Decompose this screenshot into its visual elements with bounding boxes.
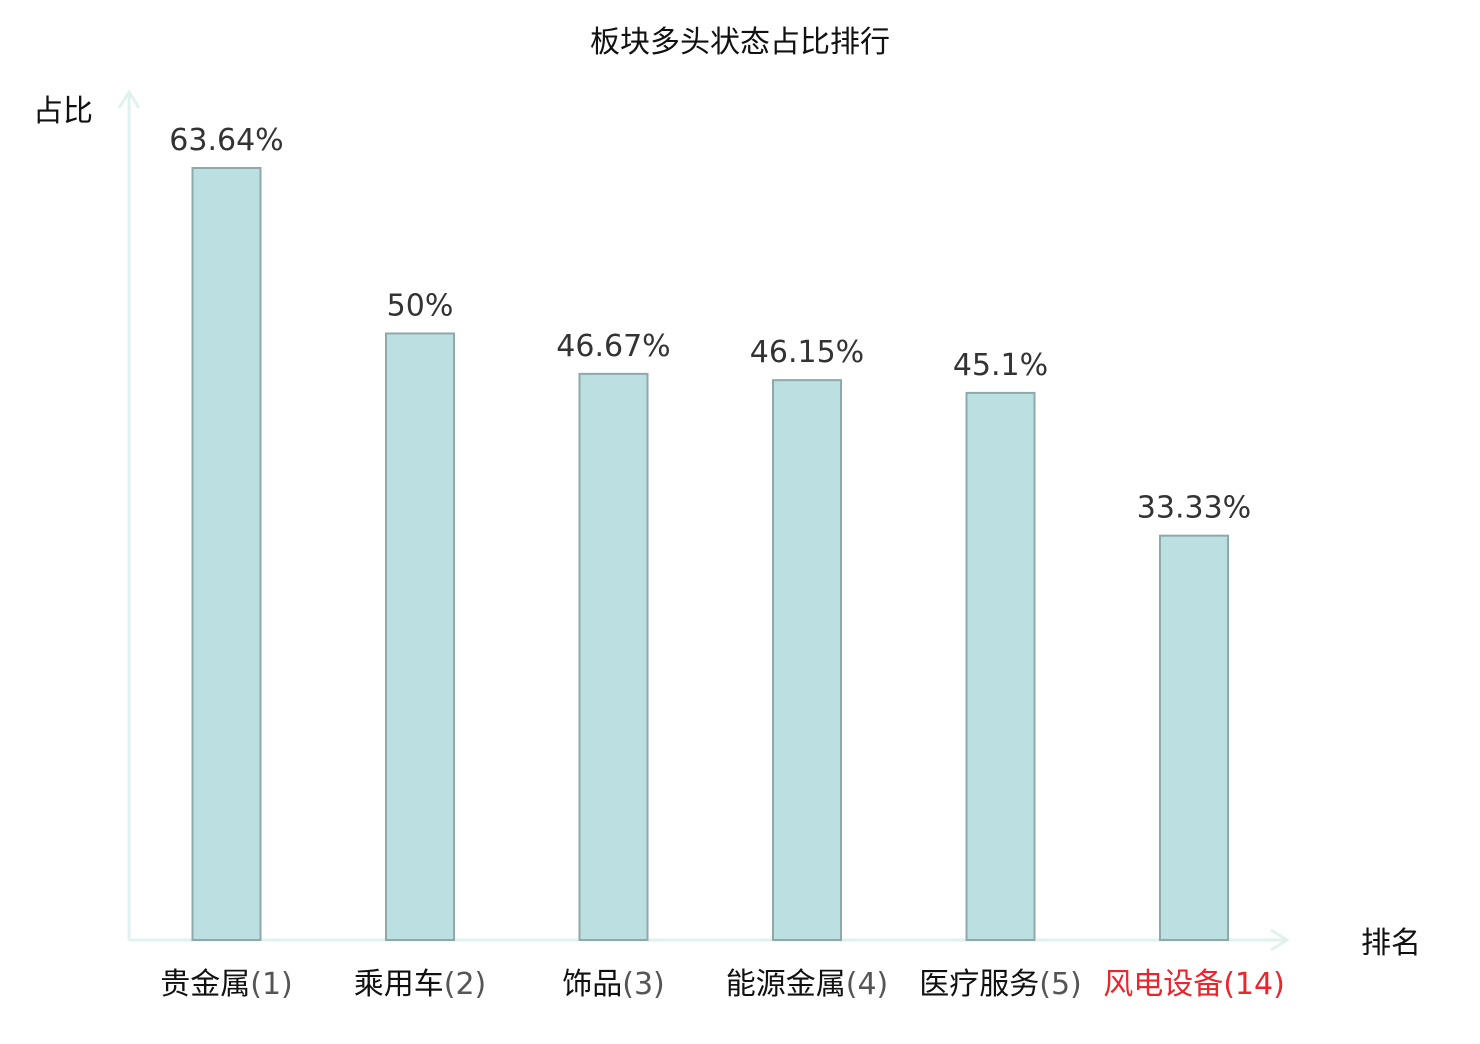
x-axis-arrow-icon [1270, 928, 1290, 952]
category-name: 乘用车 [354, 967, 444, 1002]
bar [772, 379, 842, 941]
category-name: 风电设备 [1103, 967, 1223, 1002]
tick-label: 贵金属(1) [160, 967, 293, 1002]
bar [578, 372, 649, 941]
bars [191, 167, 1229, 942]
category-name: 贵金属 [160, 967, 250, 1002]
tick-label: 医疗服务(5) [919, 967, 1082, 1002]
bar [191, 167, 262, 941]
tick-label: 能源金属(4) [726, 967, 889, 1002]
value-labels: 63.64% 50% 46.67% 46.15% 45.1% 33.33% [169, 123, 1251, 526]
tick-label: 风电设备(14) [1103, 967, 1285, 1002]
category-name: 能源金属 [726, 967, 846, 1002]
data-label: 50% [387, 288, 454, 323]
axes [117, 89, 1290, 952]
category-name: 医疗服务 [919, 967, 1039, 1002]
category-rank: (3) [622, 967, 665, 1002]
tick-label: 饰品(3) [562, 967, 665, 1002]
category-labels: 贵金属(1) 乘用车(2) 饰品(3) 能源金属(4) 医疗服务(5) 风电设备(14) [160, 967, 1285, 1002]
bar [385, 332, 455, 941]
chart-title: 板块多头状态占比排行 [590, 25, 890, 60]
y-axis-arrow-icon [117, 89, 141, 109]
category-rank: (4) [846, 967, 889, 1002]
category-rank: (5) [1039, 967, 1082, 1002]
y-axis-label: 占比 [33, 94, 93, 129]
tick-label: 乘用车(2) [354, 967, 487, 1002]
category-name: 饰品 [562, 967, 622, 1002]
bar [1159, 534, 1229, 942]
category-rank: (14) [1223, 967, 1285, 1002]
data-label: 45.1% [953, 348, 1048, 383]
data-label: 46.67% [556, 329, 670, 364]
category-rank: (2) [444, 967, 487, 1002]
data-label: 46.15% [750, 335, 864, 370]
x-axis-label: 排名 [1361, 926, 1421, 961]
data-label: 63.64% [169, 123, 283, 158]
bar [965, 391, 1036, 942]
data-label: 33.33% [1137, 491, 1251, 526]
category-rank: (1) [250, 967, 293, 1002]
